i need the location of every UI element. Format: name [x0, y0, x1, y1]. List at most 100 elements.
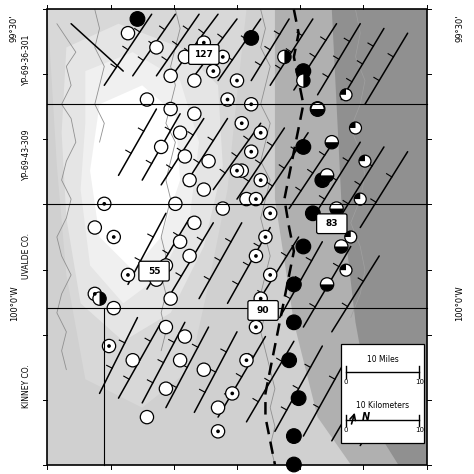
Circle shape: [315, 173, 329, 187]
Text: YP-69-43-309: YP-69-43-309: [22, 128, 30, 180]
Circle shape: [268, 211, 272, 215]
Circle shape: [254, 173, 267, 187]
Text: 127: 127: [194, 50, 213, 59]
Circle shape: [245, 98, 258, 111]
Polygon shape: [81, 52, 199, 303]
Bar: [341, 344, 424, 443]
Circle shape: [249, 249, 263, 263]
Circle shape: [235, 169, 239, 173]
Circle shape: [259, 131, 263, 135]
Circle shape: [320, 278, 334, 291]
Circle shape: [88, 221, 101, 234]
Circle shape: [197, 363, 210, 376]
Text: 90: 90: [257, 306, 269, 315]
Circle shape: [188, 216, 201, 229]
Circle shape: [268, 273, 272, 277]
Circle shape: [173, 235, 187, 248]
Circle shape: [226, 387, 239, 400]
Circle shape: [340, 264, 352, 276]
Circle shape: [296, 239, 310, 254]
Circle shape: [221, 93, 234, 106]
Circle shape: [188, 74, 201, 87]
Text: N: N: [362, 412, 370, 422]
Circle shape: [306, 206, 320, 220]
Circle shape: [130, 12, 145, 26]
Circle shape: [207, 64, 220, 78]
Circle shape: [287, 429, 301, 443]
Circle shape: [296, 64, 310, 78]
Circle shape: [345, 231, 357, 243]
Circle shape: [216, 429, 220, 433]
Text: 10: 10: [415, 428, 424, 433]
Circle shape: [240, 354, 253, 367]
Circle shape: [216, 202, 229, 215]
Circle shape: [112, 235, 116, 239]
Circle shape: [245, 358, 248, 362]
Circle shape: [183, 173, 196, 187]
Circle shape: [340, 89, 352, 101]
Circle shape: [259, 297, 263, 301]
Circle shape: [230, 392, 234, 395]
Circle shape: [310, 102, 325, 116]
Circle shape: [173, 126, 187, 139]
Circle shape: [249, 320, 263, 334]
Text: 99°30': 99°30': [456, 14, 464, 42]
Wedge shape: [284, 50, 291, 64]
Circle shape: [211, 69, 215, 73]
Circle shape: [230, 164, 244, 177]
Circle shape: [240, 192, 253, 206]
Wedge shape: [311, 109, 324, 116]
Circle shape: [102, 202, 106, 206]
Circle shape: [244, 31, 258, 45]
Circle shape: [325, 136, 338, 149]
Circle shape: [93, 292, 97, 296]
Polygon shape: [90, 85, 180, 270]
Circle shape: [264, 235, 267, 239]
Circle shape: [349, 122, 362, 134]
Circle shape: [107, 344, 111, 348]
Wedge shape: [320, 284, 334, 291]
Circle shape: [282, 353, 296, 367]
Circle shape: [159, 259, 173, 272]
Text: 99°30': 99°30': [10, 14, 18, 42]
Circle shape: [221, 55, 225, 59]
Wedge shape: [325, 142, 338, 149]
Text: 10 Kilometers: 10 Kilometers: [356, 401, 410, 410]
Circle shape: [264, 207, 277, 220]
Circle shape: [197, 183, 210, 196]
Circle shape: [164, 69, 177, 82]
Wedge shape: [100, 292, 106, 305]
Text: 0: 0: [344, 428, 348, 433]
Circle shape: [287, 315, 301, 329]
Circle shape: [249, 192, 263, 206]
Wedge shape: [340, 89, 346, 95]
Circle shape: [183, 249, 196, 263]
FancyBboxPatch shape: [139, 261, 169, 281]
Text: 10: 10: [415, 379, 424, 385]
Circle shape: [216, 50, 229, 64]
Polygon shape: [47, 9, 246, 408]
Circle shape: [249, 150, 253, 154]
Circle shape: [287, 457, 301, 472]
Circle shape: [126, 354, 139, 367]
Circle shape: [254, 292, 267, 305]
Circle shape: [330, 202, 343, 215]
Text: 10 Miles: 10 Miles: [367, 356, 399, 365]
Circle shape: [173, 354, 187, 367]
Circle shape: [155, 140, 168, 154]
Polygon shape: [62, 24, 223, 341]
FancyBboxPatch shape: [317, 214, 347, 234]
Circle shape: [150, 273, 163, 286]
Circle shape: [169, 197, 182, 210]
Wedge shape: [330, 209, 343, 215]
Circle shape: [226, 98, 229, 101]
Circle shape: [164, 292, 177, 305]
FancyBboxPatch shape: [248, 301, 278, 320]
Circle shape: [150, 41, 163, 54]
Wedge shape: [320, 175, 334, 182]
Circle shape: [335, 240, 348, 253]
Circle shape: [107, 301, 120, 315]
Wedge shape: [349, 122, 356, 128]
Text: 55: 55: [148, 267, 160, 275]
Wedge shape: [345, 231, 351, 237]
